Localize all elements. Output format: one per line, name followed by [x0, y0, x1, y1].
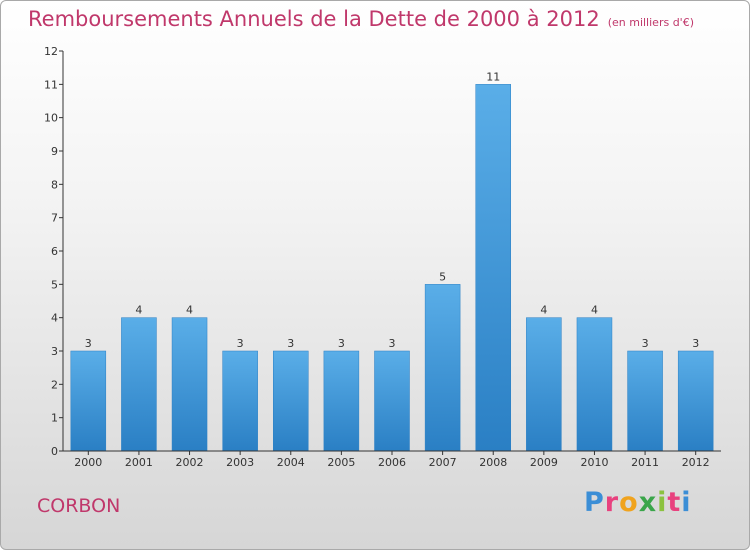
x-tick-label: 2011	[631, 456, 659, 469]
bar-2007[interactable]	[424, 284, 461, 452]
bar-2006[interactable]	[374, 350, 410, 452]
x-tick-label: 2010	[580, 456, 608, 469]
data-label: 4	[135, 304, 142, 317]
bar-2005[interactable]	[323, 350, 360, 452]
y-tick-label: 12	[44, 45, 58, 58]
logo-letter: i	[657, 487, 668, 518]
x-tick-label: 2004	[277, 456, 305, 469]
x-tick-label: 2007	[429, 456, 457, 469]
x-axis: 2000 2001 2002 2003 2004 2005 2006 2007 2008 2009…	[63, 450, 721, 469]
x-tick-label: 2001	[125, 456, 153, 469]
chart-title: Remboursements Annuels de la Dette de 20…	[28, 7, 600, 31]
data-label: 3	[338, 337, 345, 350]
data-label: 4	[540, 304, 547, 317]
x-tick-label: 2005	[327, 456, 355, 469]
data-label: 3	[85, 337, 92, 350]
y-tick-label: 6	[51, 245, 58, 258]
y-tick-label: 5	[51, 278, 58, 291]
y-tick-label: 1	[51, 412, 58, 425]
data-label: 11	[486, 70, 500, 83]
bar-2003[interactable]	[222, 350, 258, 452]
data-label: 3	[389, 337, 396, 350]
x-tick-label: 2003	[226, 456, 254, 469]
chart-title-block: Remboursements Annuels de la Dette de 20…	[28, 7, 694, 31]
data-label: 3	[692, 337, 699, 350]
data-label: 3	[642, 337, 649, 350]
y-tick-label: 11	[44, 78, 58, 91]
chart-subtitle: (en milliers d'€)	[607, 16, 694, 29]
bar-2004[interactable]	[273, 350, 309, 452]
data-label: 4	[186, 304, 193, 317]
y-tick-label: 4	[51, 312, 58, 325]
y-tick-label: 3	[51, 345, 58, 358]
y-tick-label: 7	[51, 212, 58, 225]
bar-2010[interactable]	[576, 317, 613, 452]
data-label: 5	[439, 270, 446, 283]
logo-letter: x	[638, 487, 658, 518]
logo-letter: t	[667, 487, 682, 518]
town-name: CORBON	[37, 495, 121, 517]
bar-2011[interactable]	[627, 350, 663, 452]
bar-2008[interactable]	[475, 84, 511, 452]
bar-2012[interactable]	[677, 350, 714, 452]
data-label: 4	[591, 304, 598, 317]
bar-2001[interactable]	[121, 317, 157, 452]
x-tick-label: 2000	[74, 456, 102, 469]
logo-letter: r	[604, 487, 620, 518]
logo-letter: P	[584, 487, 605, 518]
bars-group: 3 4 4 3 3 3 3 5 11 4 4 3 3	[70, 70, 714, 452]
x-tick-label: 2002	[176, 456, 204, 469]
bar-2009[interactable]	[526, 317, 562, 452]
x-tick-label: 2006	[378, 456, 406, 469]
logo-letter: o	[619, 487, 639, 518]
y-tick-label: 8	[51, 178, 58, 191]
x-tick-label: 2008	[479, 456, 507, 469]
x-tick-label: 2009	[530, 456, 558, 469]
bar-2000[interactable]	[70, 350, 107, 452]
x-tick-label: 2012	[682, 456, 710, 469]
logo-letter: i	[681, 487, 692, 518]
y-tick-label: 10	[44, 112, 58, 125]
proxiti-logo[interactable]: Proxiti	[584, 487, 692, 518]
data-label: 3	[237, 337, 244, 350]
y-tick-label: 0	[51, 445, 58, 458]
y-tick-label: 2	[51, 378, 58, 391]
bar-2002[interactable]	[171, 317, 208, 452]
y-tick-label: 9	[51, 145, 58, 158]
data-label: 3	[287, 337, 294, 350]
